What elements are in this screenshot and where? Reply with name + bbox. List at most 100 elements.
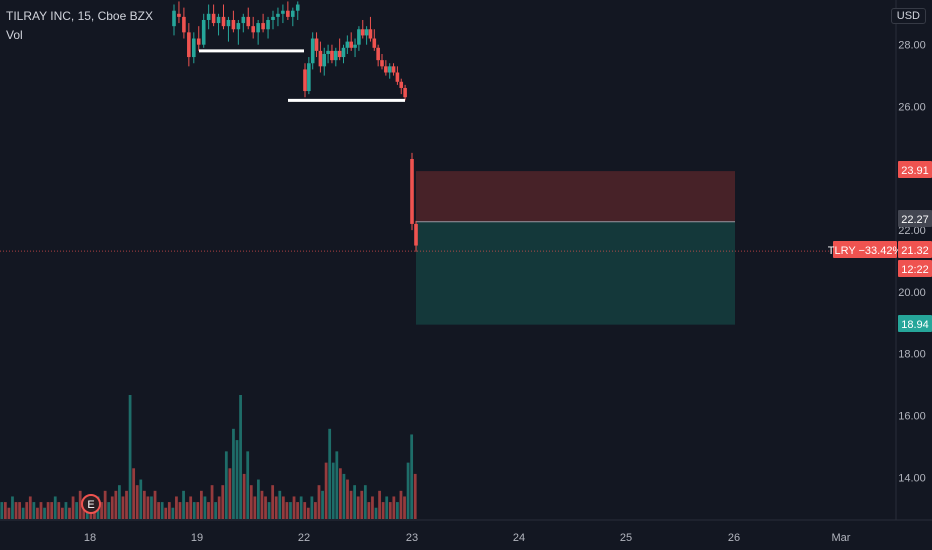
volume-bar — [142, 490, 146, 519]
take-profit-zone[interactable] — [416, 221, 735, 325]
candle-body — [364, 29, 369, 36]
volume-bar — [360, 490, 364, 519]
time-tick-label: 22 — [298, 532, 310, 544]
candle-body — [395, 72, 400, 82]
volume-bar — [157, 502, 160, 519]
volume-bar — [207, 502, 210, 519]
volume-bar — [342, 473, 346, 519]
volume-bar — [146, 496, 150, 519]
currency-badge[interactable]: USD — [890, 8, 926, 24]
volume-bar — [107, 502, 111, 519]
volume-bar — [281, 496, 285, 519]
volume-bar — [392, 496, 396, 519]
last-price-label: 21.32 — [898, 241, 932, 258]
volume-group — [0, 395, 417, 519]
candle-body — [349, 41, 353, 48]
stop-loss-zone[interactable] — [416, 171, 735, 222]
time-tick-label: 24 — [513, 532, 525, 544]
volume-legend[interactable]: Vol — [6, 28, 23, 42]
volume-bar — [396, 502, 399, 519]
time-tick-label: 23 — [406, 532, 418, 544]
volume-bar — [118, 485, 121, 519]
svg-text:TLRY −33.42%: TLRY −33.42% — [828, 245, 903, 257]
candle-body — [271, 16, 275, 20]
volume-bar — [388, 502, 392, 519]
volume-bar — [260, 490, 264, 519]
candle-body — [387, 66, 392, 73]
svg-text:23.91: 23.91 — [901, 165, 929, 177]
volume-bar — [335, 451, 339, 519]
volume-bar — [14, 502, 18, 519]
volume-bar — [125, 490, 128, 519]
candle-body — [241, 16, 246, 24]
candle-body — [322, 53, 327, 67]
volume-bar — [103, 490, 107, 519]
candle-body — [357, 29, 361, 45]
volume-bar — [39, 502, 43, 519]
candle-body — [226, 19, 231, 27]
volume-bar — [150, 496, 153, 519]
earnings-letter: E — [87, 499, 94, 511]
volume-bar — [114, 490, 118, 519]
candle-body — [266, 19, 270, 30]
volume-bar — [242, 473, 246, 519]
price-axis[interactable]: 28.00 26.00 22.00 20.00 18.00 16.00 14.00 — [898, 40, 926, 485]
symbol-legend[interactable]: TILRAY INC, 15, Cboe BZX — [6, 9, 153, 23]
candle-body — [341, 47, 346, 58]
volume-bar — [289, 502, 292, 519]
volume-bar — [189, 496, 193, 519]
candle-body — [326, 50, 330, 54]
volume-bar — [100, 502, 103, 519]
volume-bar — [228, 468, 232, 519]
volume-bar — [413, 473, 417, 519]
candle-body — [231, 19, 236, 30]
volume-bar — [160, 502, 164, 519]
volume-bar — [314, 502, 317, 519]
candle-body — [236, 23, 241, 30]
candle-body — [372, 38, 377, 48]
volume-bar — [11, 496, 14, 519]
candle-body — [384, 66, 388, 73]
candle-body — [246, 16, 251, 27]
volume-bar — [128, 395, 132, 519]
bar-countdown-label: 12:22 — [898, 260, 932, 277]
earnings-circle-icon[interactable] — [81, 494, 101, 514]
candle-body — [318, 50, 323, 67]
candle-body — [201, 19, 206, 45]
candle-body — [261, 23, 265, 30]
candle-body — [403, 87, 407, 98]
candle-body — [206, 13, 211, 20]
volume-bar — [331, 462, 335, 519]
price-tick-label: 22.00 — [898, 225, 926, 237]
earnings-marker[interactable]: E — [81, 494, 101, 514]
volume-bar — [199, 490, 203, 519]
candle-body — [360, 29, 365, 36]
time-tick-label: Mar — [832, 532, 851, 544]
candle-body — [410, 159, 414, 224]
candle-body — [251, 26, 255, 33]
volume-bar — [371, 496, 374, 519]
volume-bar — [25, 502, 29, 519]
horizontal-levels[interactable] — [199, 49, 405, 102]
volume-bar — [3, 502, 7, 519]
time-axis[interactable]: 18 19 22 23 24 25 26 Mar — [84, 532, 851, 544]
volume-bar — [321, 490, 324, 519]
volume-bar — [285, 502, 289, 519]
candle-body — [177, 13, 181, 17]
volume-bar — [406, 462, 410, 519]
price-tick-label: 28.00 — [898, 40, 926, 52]
candle-body — [221, 16, 226, 27]
ticker-change-label: TLRY −33.42% — [828, 241, 903, 258]
volume-bar — [192, 502, 196, 519]
volume-bar — [78, 490, 82, 519]
price-tick-label: 14.00 — [898, 472, 926, 484]
volume-bar — [328, 428, 332, 519]
volume-bar — [324, 462, 328, 519]
volume-bar — [178, 502, 182, 519]
entry-price-label: 22.27 — [898, 210, 932, 227]
volume-bar — [132, 468, 136, 519]
volume-bar — [196, 502, 200, 519]
candles-group — [172, 1, 418, 252]
